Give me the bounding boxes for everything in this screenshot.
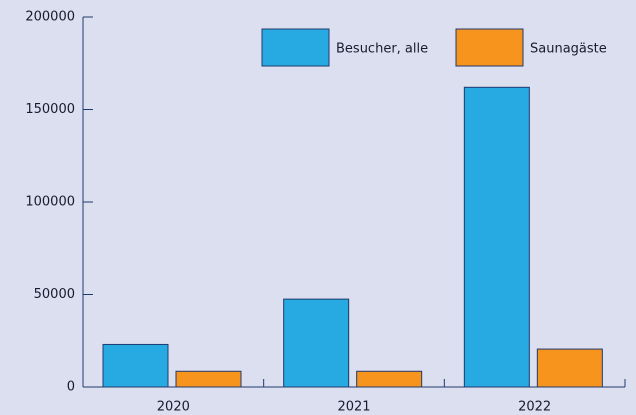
y-tick-label: 50000: [34, 287, 75, 302]
y-tick-label: 0: [67, 380, 75, 395]
legend-swatch: [455, 28, 524, 67]
bar: [102, 343, 169, 388]
x-tick-label: 2020: [157, 400, 190, 415]
legend-label: Besucher, alle: [336, 42, 428, 57]
bar: [356, 370, 423, 388]
y-tick-label: 150000: [25, 102, 75, 117]
legend-swatch: [261, 28, 330, 67]
legend-label: Saunagäste: [530, 42, 607, 57]
bar: [283, 298, 350, 388]
x-tick-label: 2021: [337, 400, 370, 415]
bar: [175, 370, 242, 388]
x-tick-label: 2022: [518, 400, 551, 415]
bar: [536, 348, 603, 388]
y-tick-label: 100000: [25, 195, 75, 210]
bar: [463, 86, 530, 388]
y-tick-label: 200000: [25, 10, 75, 25]
